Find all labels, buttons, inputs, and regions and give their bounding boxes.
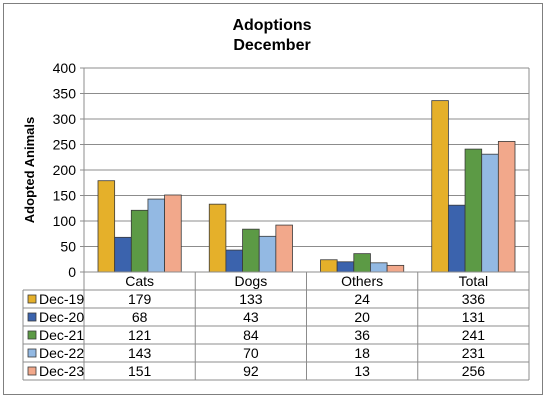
legend-swatch — [27, 312, 37, 322]
data-table: Cats Dogs Others Total Dec-19 179 133 24 336 Dec-… — [22, 271, 530, 381]
category-label: Cats — [125, 273, 154, 289]
chart-subtitle: December — [233, 37, 310, 54]
legend-swatch — [27, 366, 37, 376]
bar — [275, 224, 293, 273]
data-label: 13 — [354, 363, 370, 379]
y-tick-label: 250 — [53, 137, 77, 153]
bar — [497, 141, 516, 273]
data-label: 121 — [128, 327, 152, 343]
data-label: 231 — [462, 345, 486, 361]
bar — [147, 198, 165, 273]
data-label: 18 — [354, 345, 370, 361]
bar — [320, 259, 338, 273]
data-label: 256 — [462, 363, 486, 379]
y-tick-label: 200 — [53, 162, 77, 178]
legend-swatch — [27, 348, 37, 358]
legend-entry: Dec-21 — [39, 327, 84, 343]
bar — [114, 236, 132, 273]
bar — [370, 262, 388, 273]
data-label: 84 — [243, 327, 259, 343]
bar — [97, 180, 116, 273]
y-tick-label: 0 — [68, 264, 76, 280]
bar — [258, 235, 277, 273]
data-label: 20 — [354, 309, 370, 325]
bar — [242, 228, 260, 273]
y-tick-label: 400 — [53, 60, 77, 76]
category-label: Dogs — [235, 273, 268, 289]
data-label: 43 — [243, 309, 259, 325]
data-label: 24 — [354, 291, 370, 307]
y-tick-labels: 0 50 100 150 200 250 300 350 400 — [53, 60, 77, 280]
data-label: 133 — [239, 291, 263, 307]
bar — [130, 209, 149, 273]
legend-entry: Dec-22 — [39, 345, 84, 361]
bar — [164, 194, 182, 273]
legend-entry: Dec-23 — [39, 363, 84, 379]
bar — [447, 204, 466, 273]
data-label: 68 — [132, 309, 148, 325]
bar — [481, 153, 499, 273]
category-label: Others — [341, 273, 383, 289]
y-tick-label: 350 — [53, 86, 77, 102]
data-label: 151 — [128, 363, 152, 379]
data-label: 336 — [462, 291, 486, 307]
bar — [336, 261, 355, 273]
data-label: 143 — [128, 345, 152, 361]
y-axis-label: Adopted Animals — [22, 117, 37, 223]
data-label: 179 — [128, 291, 152, 307]
y-tick-label: 150 — [53, 188, 77, 204]
category-label: Total — [459, 273, 489, 289]
bar — [353, 253, 371, 273]
legend-entry: Dec-20 — [39, 309, 84, 325]
chart-title: Adoptions — [232, 17, 311, 34]
data-label: 92 — [243, 363, 259, 379]
data-label: 241 — [462, 327, 486, 343]
y-tick-label: 100 — [53, 213, 77, 229]
bars — [97, 100, 516, 273]
data-label: 36 — [354, 327, 370, 343]
legend-swatch — [27, 330, 37, 340]
bar — [464, 148, 483, 273]
y-tick-label: 50 — [60, 239, 76, 255]
legend-swatch — [27, 294, 37, 304]
bar — [431, 100, 449, 273]
bar — [386, 264, 405, 273]
data-label: 131 — [462, 309, 486, 325]
bar — [208, 203, 227, 273]
bar — [225, 249, 243, 273]
y-tick-label: 300 — [53, 111, 77, 127]
legend-entry: Dec-19 — [39, 291, 84, 307]
data-label: 70 — [243, 345, 259, 361]
